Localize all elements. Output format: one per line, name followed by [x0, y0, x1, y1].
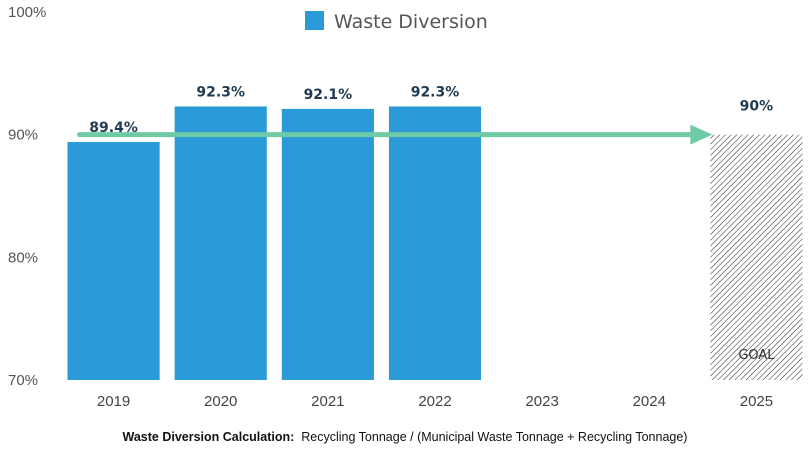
x-tick-label: 2020 [204, 393, 237, 410]
target-arrow-head [690, 124, 713, 145]
data-label-2021: 92.1% [304, 87, 353, 103]
data-label-2022: 92.3% [411, 84, 460, 100]
x-tick-label: 2019 [97, 393, 130, 410]
bar-2021 [281, 108, 374, 380]
footnote-label: Waste Diversion Calculation: [122, 430, 295, 444]
legend-swatch [305, 11, 324, 30]
goal-value-label: 90% [740, 99, 774, 115]
x-tick-label: 2023 [525, 393, 558, 410]
legend-label: Waste Diversion [334, 11, 488, 33]
goal-label: GOAL [738, 348, 775, 363]
calculation-footnote: Waste Diversion Calculation: Recycling T… [0, 430, 810, 444]
x-tick-label: 2025 [740, 393, 773, 410]
y-tick-label: 70% [8, 372, 38, 389]
y-tick-label: 80% [8, 249, 38, 266]
footnote-formula: Recycling Tonnage / (Municipal Waste Ton… [301, 430, 688, 444]
waste-diversion-chart: 70% 80% 90% 100% GOAL 89.4% 92.3% 92.1% 92.3% 9… [8, 4, 803, 410]
goal-bar [710, 134, 803, 380]
x-tick-label: 2022 [418, 393, 451, 410]
x-tick-label: 2021 [311, 393, 344, 410]
data-label-2019: 89.4% [89, 120, 138, 136]
bar-2019 [67, 142, 160, 380]
bar-2022 [388, 106, 482, 380]
x-tick-label: 2024 [633, 393, 666, 410]
bar-2020 [174, 106, 267, 380]
y-tick-label: 100% [8, 4, 46, 21]
data-label-2020: 92.3% [196, 84, 245, 100]
legend: Waste Diversion [305, 11, 488, 33]
y-tick-label: 90% [8, 127, 38, 144]
